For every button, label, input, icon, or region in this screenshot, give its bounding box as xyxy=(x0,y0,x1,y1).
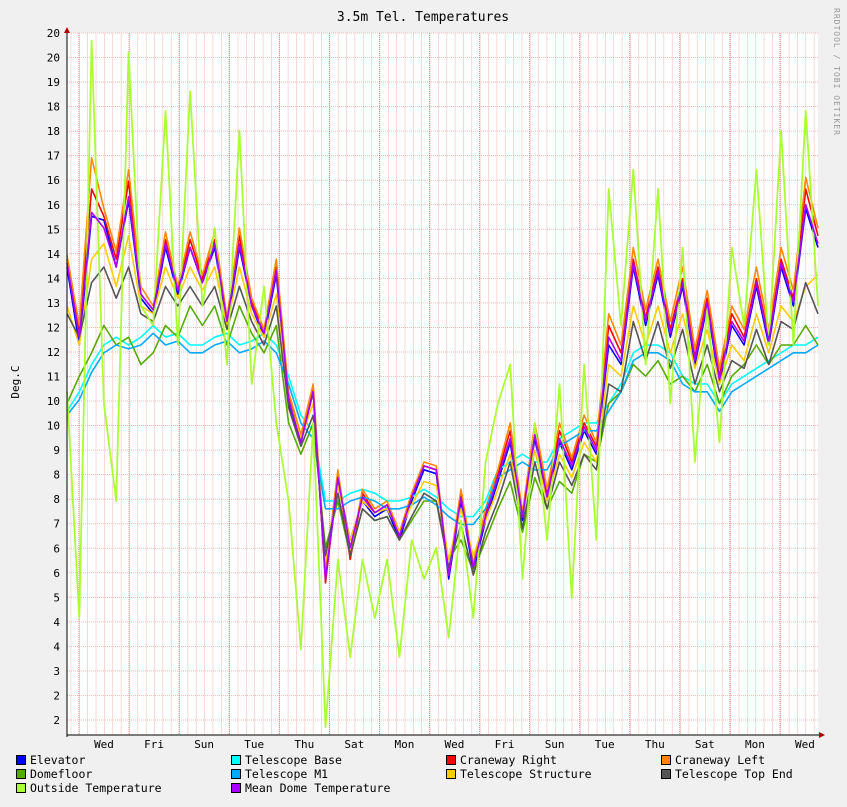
legend-item: Craneway Left xyxy=(661,753,765,767)
series-lines xyxy=(66,39,819,729)
y-tick-label: 5 xyxy=(53,591,60,604)
y-tick-label: 13 xyxy=(47,297,60,310)
legend-item: Mean Dome Temperature xyxy=(231,781,390,795)
legend-swatch xyxy=(661,769,671,779)
x-tick-label: Mon xyxy=(745,738,765,751)
y-tick-label: 10 xyxy=(47,420,60,433)
legend-label: Craneway Left xyxy=(675,753,766,767)
legend-swatch xyxy=(231,769,241,779)
y-axis-arrow xyxy=(64,27,70,33)
y-axis-label: Deg.C xyxy=(9,365,22,398)
y-tick-label: 16 xyxy=(47,174,60,187)
y-tick-label: 15 xyxy=(47,223,60,236)
legend-label: Outside Temperature xyxy=(30,781,162,795)
legend-label: Craneway Right xyxy=(460,753,557,767)
x-tick-label: Thu xyxy=(645,738,665,751)
x-tick-label: Fri xyxy=(495,738,515,751)
legend-swatch xyxy=(231,783,241,793)
x-tick-label: Wed xyxy=(795,738,815,751)
y-tick-label: 16 xyxy=(47,199,60,212)
y-tick-labels: 2 2 3 4 4 5 6 6 7 8 8 9 10 10 11 12 12 13 14 14 15 16 16 17 18 18… xyxy=(47,27,61,727)
series-line-mean-dome-temperature xyxy=(66,196,819,580)
legend-label: Mean Dome Temperature xyxy=(245,781,391,795)
series-line-telescope-base xyxy=(66,324,819,518)
legend-label: Telescope Top End xyxy=(675,767,793,781)
legend-item: Domefloor xyxy=(16,767,92,781)
grid-major xyxy=(67,32,818,735)
legend-item: Telescope Base xyxy=(231,753,342,767)
y-tick-label: 12 xyxy=(47,321,60,334)
legend-item: Telescope Structure xyxy=(446,767,592,781)
x-tick-label: Sat xyxy=(344,738,364,751)
chart-title: 3.5m Tel. Temperatures xyxy=(337,10,509,25)
x-tick-label: Wed xyxy=(445,738,465,751)
rrdtool-watermark: RRDTOOL / TOBI OETIKER xyxy=(832,8,841,136)
y-tick-label: 9 xyxy=(53,444,60,457)
legend-swatch xyxy=(16,783,26,793)
y-tick-label: 10 xyxy=(47,395,60,408)
x-tick-label: Fri xyxy=(144,738,164,751)
legend-label: Telescope Base xyxy=(245,753,342,767)
y-tick-label: 18 xyxy=(47,125,60,138)
legend-swatch xyxy=(446,755,456,765)
legend-item: Craneway Right xyxy=(446,753,557,767)
y-tick-label: 14 xyxy=(47,272,61,285)
legend-label: Telescope Structure xyxy=(460,767,592,781)
y-tick-label: 17 xyxy=(47,150,60,163)
legend-swatch xyxy=(446,769,456,779)
legend-swatch xyxy=(231,755,241,765)
legend-swatch xyxy=(16,769,26,779)
y-tick-label: 8 xyxy=(53,493,60,506)
legend-item: Telescope Top End xyxy=(661,767,793,781)
y-tick-label: 2 xyxy=(53,714,60,727)
x-axis-arrow xyxy=(819,732,825,738)
legend-label: Telescope M1 xyxy=(245,767,329,781)
plot-area xyxy=(67,33,818,735)
y-tick-label: 6 xyxy=(53,542,60,555)
legend-swatch xyxy=(16,755,26,765)
legend-item: Elevator xyxy=(16,753,85,767)
x-tick-label: Sun xyxy=(545,738,565,751)
x-tick-label: Thu xyxy=(294,738,314,751)
axes xyxy=(64,27,825,738)
y-tick-label: 3 xyxy=(53,665,60,678)
y-tick-label: 7 xyxy=(53,518,60,531)
y-tick-label: 12 xyxy=(47,346,60,359)
y-tick-label: 20 xyxy=(47,52,60,65)
legend-item: Outside Temperature xyxy=(16,781,162,795)
legend-item: Telescope M1 xyxy=(231,767,328,781)
y-tick-label: 4 xyxy=(53,616,60,629)
y-tick-label: 14 xyxy=(47,248,61,261)
y-tick-label: 11 xyxy=(47,371,60,384)
x-tick-label: Wed xyxy=(94,738,114,751)
y-tick-label: 2 xyxy=(53,689,60,702)
x-tick-label: Mon xyxy=(394,738,414,751)
y-tick-label: 4 xyxy=(53,640,60,653)
legend-swatch xyxy=(661,755,671,765)
x-tick-label: Sun xyxy=(194,738,214,751)
y-tick-label: 8 xyxy=(53,469,60,482)
series-line-telescope-top-end xyxy=(66,266,819,576)
series-line-outside-temperature xyxy=(66,39,819,729)
y-tick-label: 19 xyxy=(47,76,60,89)
legend-label: Domefloor xyxy=(30,767,93,781)
series-line-telescope-m1 xyxy=(66,332,819,526)
x-tick-label: Sat xyxy=(695,738,715,751)
y-tick-label: 6 xyxy=(53,567,60,580)
y-tick-label: 20 xyxy=(47,27,60,40)
x-tick-labels: Wed Fri Sun Tue Thu Sat Mon Wed Fri Sun Tue Thu Sat M… xyxy=(94,738,815,751)
y-tick-label: 18 xyxy=(47,101,60,114)
x-tick-label: Tue xyxy=(595,738,615,751)
x-tick-label: Tue xyxy=(244,738,264,751)
legend-label: Elevator xyxy=(30,753,86,767)
